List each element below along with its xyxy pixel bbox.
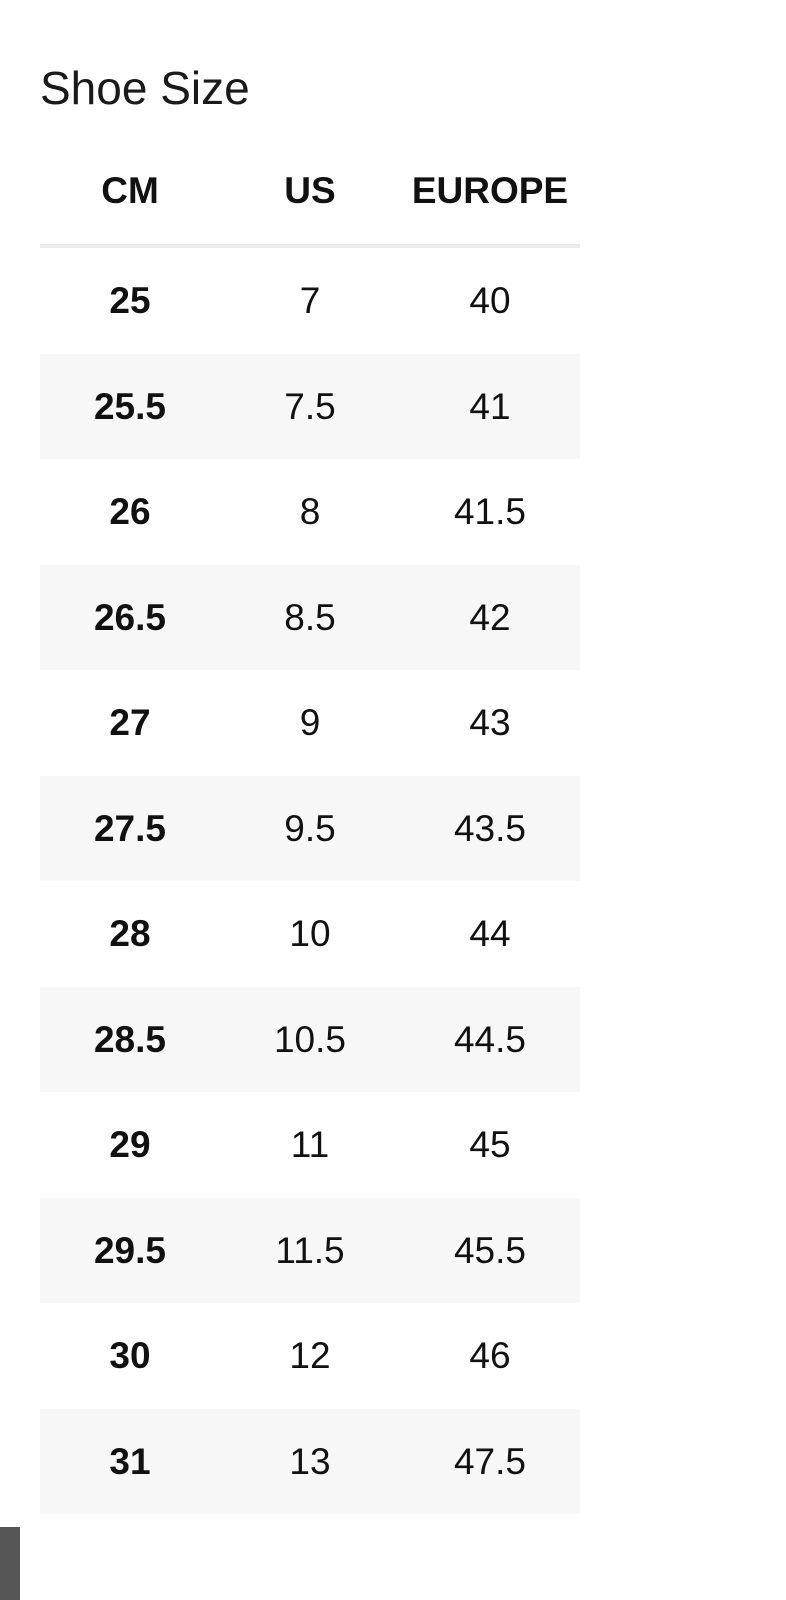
table-row: 29.5 11.5 45.5	[40, 1197, 580, 1303]
cell-eu: 40	[469, 280, 511, 321]
table-row: 27.5 9.5 43.5	[40, 775, 580, 881]
cell-us: 9.5	[284, 807, 336, 849]
cell-us: 7	[299, 280, 321, 321]
cell-eu: 41.5	[453, 491, 526, 532]
table-body: 25 7 40 25.5 7.5 41 26 8 41.5 26.5 8.5 42 27 9 43 27.5 9…	[40, 248, 580, 1514]
cell-cm: 25.5	[93, 385, 166, 427]
cell-us: 9	[299, 702, 321, 743]
cell-eu: 43	[469, 702, 511, 743]
table-row: 28.5 10.5 44.5	[40, 986, 580, 1092]
cell-cm: 26	[109, 491, 151, 532]
cell-eu: 43.5	[453, 807, 526, 849]
table-row: 25.5 7.5 41	[40, 353, 580, 459]
cell-cm: 28	[109, 913, 151, 954]
page-title: Shoe Size	[40, 62, 250, 114]
table-row: 28 10 44	[40, 881, 580, 987]
cell-cm: 27.5	[93, 807, 166, 849]
cell-us: 7.5	[284, 385, 336, 427]
table-row: 27 9 43	[40, 670, 580, 776]
cell-us: 11.5	[275, 1229, 345, 1271]
cell-cm: 26.5	[93, 596, 166, 638]
table-row: 26 8 41.5	[40, 459, 580, 565]
cell-cm: 27	[109, 702, 151, 743]
scrollbar-handle[interactable]	[0, 1527, 20, 1600]
table-header: CM US EUROPE	[40, 140, 580, 248]
cell-eu: 42	[469, 596, 511, 638]
cell-eu: 44	[469, 913, 511, 954]
table-row: 31 13 47.5	[40, 1408, 580, 1514]
cell-cm: 29	[109, 1124, 151, 1165]
cell-us: 8.5	[284, 596, 336, 638]
cell-cm: 31	[109, 1440, 151, 1482]
cell-eu: 47.5	[453, 1440, 526, 1482]
table-row: 26.5 8.5 42	[40, 564, 580, 670]
header-cm: CM	[101, 170, 159, 211]
cell-us: 10	[289, 913, 331, 954]
table-row: 25 7 40	[40, 248, 580, 354]
cell-eu: 44.5	[453, 1018, 526, 1060]
table-row: 30 12 46	[40, 1303, 580, 1409]
cell-us: 11	[290, 1124, 330, 1165]
cell-cm: 28.5	[93, 1018, 166, 1060]
cell-cm: 29.5	[93, 1229, 166, 1271]
cell-us: 13	[289, 1440, 331, 1482]
cell-cm: 25	[109, 280, 151, 321]
cell-eu: 45	[469, 1124, 511, 1165]
cell-cm: 30	[109, 1335, 151, 1376]
header-europe: EUROPE	[411, 170, 569, 211]
header-us: US	[284, 170, 336, 211]
table-row: 29 11 45	[40, 1092, 580, 1198]
size-table: CM US EUROPE 25 7 40 25.5 7.5 41 26 8 41.5 26.5 8.…	[40, 140, 580, 1514]
cell-eu: 45.5	[453, 1229, 526, 1271]
cell-eu: 46	[469, 1335, 511, 1376]
cell-us: 8	[299, 491, 321, 532]
cell-us: 10.5	[273, 1018, 346, 1060]
cell-eu: 41	[469, 385, 511, 427]
cell-us: 12	[289, 1335, 331, 1376]
